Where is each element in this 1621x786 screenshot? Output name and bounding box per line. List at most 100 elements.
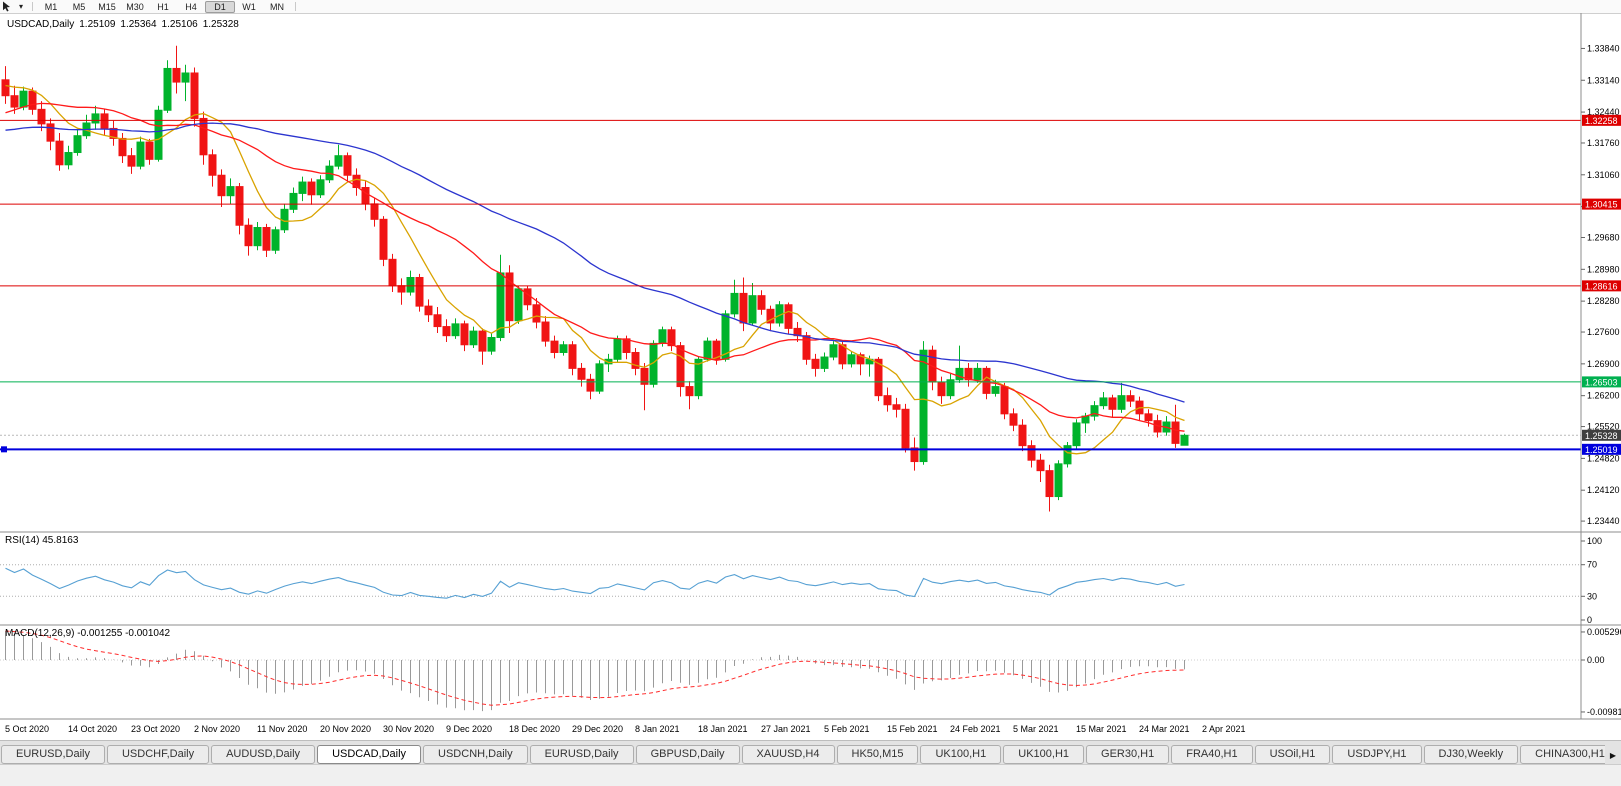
tab-scroll-right-icon[interactable]: ▶ xyxy=(1609,751,1617,760)
cursor-icon[interactable] xyxy=(0,1,14,13)
candle-body xyxy=(802,335,811,360)
timeframe-button-h4[interactable]: H4 xyxy=(185,1,197,12)
candle-body xyxy=(1171,421,1180,444)
hline-resistance-3-box-label: 1.28616 xyxy=(1585,281,1618,291)
date-axis-label: 29 Dec 2020 xyxy=(572,724,623,734)
candle-body xyxy=(1117,395,1126,410)
candle-body xyxy=(532,304,541,323)
candle-body xyxy=(343,155,352,176)
candle-body xyxy=(586,378,595,392)
ma-fast-orange-line xyxy=(5,84,1185,455)
chart-tab-china300-h1[interactable]: CHINA300,H1 xyxy=(1520,745,1605,764)
candle-body xyxy=(514,288,523,322)
candle-body xyxy=(1063,445,1072,465)
candle-body xyxy=(154,109,163,160)
chart-tab-gbpusd-daily[interactable]: GBPUSD,Daily xyxy=(635,745,740,764)
candle-body xyxy=(505,272,514,322)
chart-tab-eurusd-daily[interactable]: EURUSD,Daily xyxy=(529,745,634,764)
candle-body xyxy=(892,404,901,410)
timeframe-button-m1[interactable]: M1 xyxy=(44,1,58,12)
timeframe-button-m30[interactable]: M30 xyxy=(126,1,144,12)
chart-tab-ger30-h1[interactable]: GER30,H1 xyxy=(1086,745,1170,764)
timeframe-button-d1[interactable]: D1 xyxy=(205,0,235,13)
timeframe-buttons: M1 M5 M15 M30 H1 H4 D1 W1 MN xyxy=(37,0,291,13)
date-axis-label: 15 Feb 2021 xyxy=(887,724,938,734)
timeframe-button-m5[interactable]: M5 xyxy=(72,1,86,12)
chart-tab-dj30-weekly[interactable]: DJ30,Weekly xyxy=(1423,745,1519,764)
candle-body xyxy=(1090,405,1099,417)
date-axis-label: 14 Oct 2020 xyxy=(68,724,117,734)
timeframe-button-h1[interactable]: H1 xyxy=(157,1,169,12)
price-tick-label: 1.24820 xyxy=(1587,453,1620,463)
candle-body xyxy=(109,127,118,139)
candle-body xyxy=(397,285,406,293)
candle-body xyxy=(1180,434,1189,446)
status-bar xyxy=(0,764,1621,786)
candle-body xyxy=(55,140,64,166)
candle-body xyxy=(874,358,883,397)
candle-body xyxy=(10,95,19,108)
chart-tab-uk100-h1[interactable]: UK100,H1 xyxy=(920,745,1002,764)
rsi-tick-label: 0 xyxy=(1587,615,1592,625)
chart-tab-usoil-h1[interactable]: USOil,H1 xyxy=(1254,745,1331,764)
candle-body xyxy=(730,292,739,315)
macd-tick-label: 0.00 xyxy=(1587,655,1605,665)
price-tick-label: 1.32440 xyxy=(1587,107,1620,117)
candle-body xyxy=(910,447,919,463)
candle-body xyxy=(307,181,316,196)
candle-body xyxy=(901,408,910,449)
hline-handle[interactable] xyxy=(1,446,7,453)
candle-body xyxy=(739,292,748,324)
chart-tab-usdchf-daily[interactable]: USDCHF,Daily xyxy=(106,745,210,764)
ma-mid-red-line xyxy=(5,102,1185,432)
macd-tick-label: -0.009816 xyxy=(1587,707,1621,717)
hline-resistance-1-box-label: 1.32258 xyxy=(1585,116,1618,126)
candle-body xyxy=(190,72,199,119)
candle-body xyxy=(226,186,235,197)
timeframe-button-m15[interactable]: M15 xyxy=(98,1,116,12)
chart-tab-usdcnh-daily[interactable]: USDCNH,Daily xyxy=(423,745,528,764)
candle-body xyxy=(1027,445,1036,461)
chart-tabs: EURUSD,Daily USDCHF,Daily AUDUSD,Daily USDC… xyxy=(0,741,1605,765)
timeframe-button-w1[interactable]: W1 xyxy=(242,1,256,12)
chart-tab-usdjpy-h1[interactable]: USDJPY,H1 xyxy=(1332,745,1422,764)
candle-body xyxy=(118,137,127,157)
toolbar-separator xyxy=(295,2,296,11)
price-tick-label: 1.24120 xyxy=(1587,485,1620,495)
candle-body xyxy=(550,340,559,353)
chart-tab-uk100-h1[interactable]: UK100,H1 xyxy=(1003,745,1085,764)
candle-body xyxy=(712,340,721,360)
candle-body xyxy=(379,218,388,260)
candle-body xyxy=(1144,413,1153,422)
candle-body xyxy=(658,329,667,344)
chart-tab-fra40-h1[interactable]: FRA40,H1 xyxy=(1171,745,1253,764)
chart-tab-audusd-daily[interactable]: AUDUSD,Daily xyxy=(211,745,316,764)
hline-resistance-2-box xyxy=(1582,198,1621,210)
candle-body xyxy=(181,72,190,83)
chart-tab-xauusd-h4[interactable]: XAUUSD,H4 xyxy=(741,745,835,764)
rsi-tick-label: 30 xyxy=(1587,591,1597,601)
candle-body xyxy=(1072,422,1081,447)
date-axis-label: 2 Nov 2020 xyxy=(194,724,240,734)
chart-tab-usdcad-daily[interactable]: USDCAD,Daily xyxy=(317,745,422,764)
ma-slow-blue-line xyxy=(5,122,1185,403)
chart-canvas[interactable]: 1.338401.331401.324401.317601.310601.303… xyxy=(0,13,1621,740)
candle-body xyxy=(1036,459,1045,472)
candle-body xyxy=(370,203,379,220)
price-tick-label: 1.31760 xyxy=(1587,138,1620,148)
candle-body xyxy=(442,326,451,337)
chart-tab-hk50-m15[interactable]: HK50,M15 xyxy=(836,745,919,764)
chart-tab-eurusd-daily[interactable]: EURUSD,Daily xyxy=(1,745,105,764)
candle-body xyxy=(1054,463,1063,498)
chart-type-dropdown-caret-icon[interactable]: ▾ xyxy=(18,1,23,11)
toolbar: ▾ M1 M5 M15 M30 H1 H4 D1 W1 MN xyxy=(0,0,1621,14)
candle-body xyxy=(703,340,712,360)
hline-support-green-box-label: 1.26503 xyxy=(1585,377,1618,387)
timeframe-button-mn[interactable]: MN xyxy=(270,1,284,12)
candle-body xyxy=(1108,397,1117,410)
candle-body xyxy=(982,367,991,394)
candle-body xyxy=(604,358,613,365)
candle-body xyxy=(217,174,226,197)
candle-body xyxy=(685,386,694,397)
